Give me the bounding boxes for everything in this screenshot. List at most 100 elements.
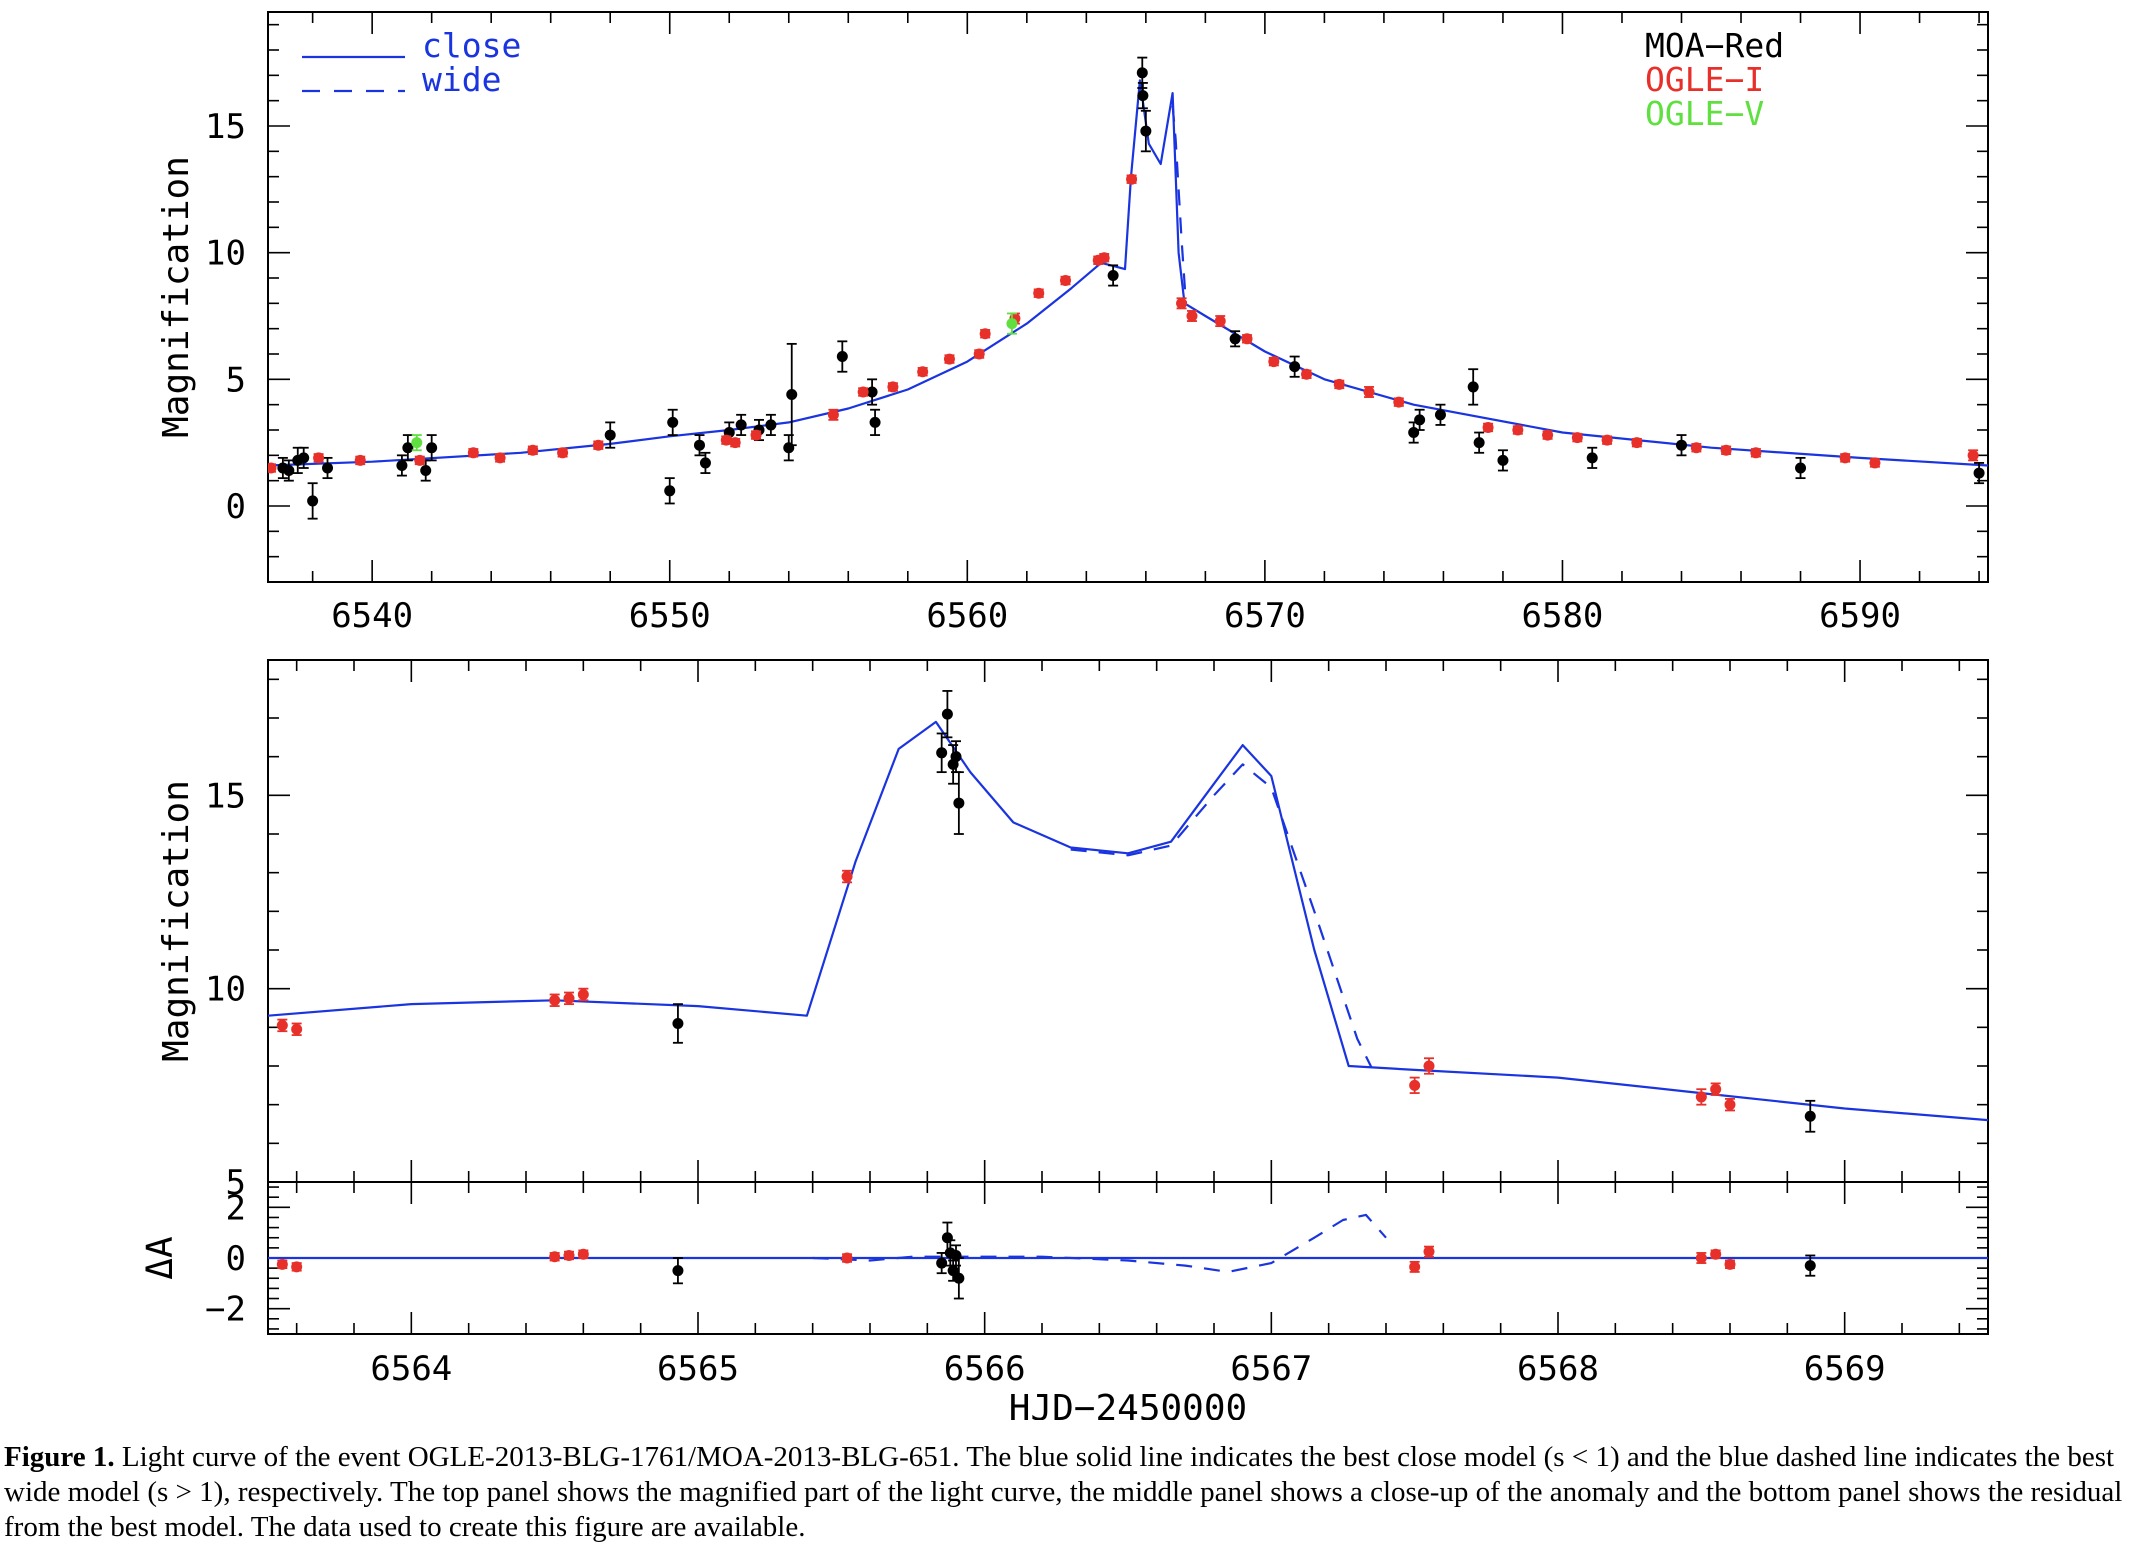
top-ogle-i-point — [1333, 378, 1345, 390]
bottom-x-tick-label: 6567 — [1230, 1349, 1312, 1389]
top-y-tick-label: 5 — [226, 360, 246, 400]
top-moa-red-point — [307, 482, 319, 520]
middle-moa-red-point — [672, 1003, 684, 1044]
bottom-ogle-i-point — [291, 1261, 303, 1273]
top-ogle-i-point — [1186, 310, 1198, 322]
bottom-y-tick-label: −2 — [205, 1290, 246, 1330]
bottom-x-tick-label: 6564 — [370, 1349, 452, 1389]
top-ogle-i-point — [268, 462, 277, 474]
x-axis-label: HJD−2450000 — [1009, 1388, 1247, 1420]
top-ogle-i-point — [1092, 254, 1104, 266]
top-moa-red-point — [1107, 264, 1119, 287]
bottom-ogle-i-point — [563, 1249, 575, 1261]
bottom-ogle-i-point — [549, 1251, 561, 1263]
bottom-ogle-i-point — [1695, 1252, 1707, 1264]
top-x-tick-label: 6560 — [926, 596, 1008, 636]
top-moa-red-point — [786, 342, 798, 447]
bottom-ogle-i-point — [841, 1252, 853, 1264]
top-moa-red-point — [1586, 446, 1598, 469]
legend-close-label: close — [422, 26, 521, 65]
model-legend: close wide — [302, 26, 521, 99]
top-moa-red-point — [1140, 109, 1152, 153]
middle-wide-model-line — [1070, 763, 1373, 1069]
top-moa-red-point — [735, 413, 747, 436]
top-ogle-i-point — [1214, 315, 1226, 328]
top-x-tick-label: 6580 — [1522, 596, 1604, 636]
top-ogle-i-point — [750, 429, 762, 441]
middle-ogle-i-point — [841, 869, 853, 884]
top-ogle-i-point — [494, 452, 506, 464]
top-ogle-i-point — [1631, 437, 1643, 449]
top-x-tick-label: 6540 — [331, 596, 413, 636]
middle-moa-red-point — [953, 771, 965, 835]
bottom-wide-model-line — [812, 1213, 1387, 1273]
residual-y-axis-label: ΔA — [140, 1236, 181, 1280]
top-ogle-i-point — [729, 437, 741, 449]
top-y-tick-label: 0 — [226, 487, 246, 527]
legend-ogle-v: OGLE−V — [1645, 94, 1764, 133]
middle-moa-red-point — [1804, 1099, 1816, 1133]
top-y-tick-label: 15 — [205, 107, 246, 147]
middle-ogle-i-point — [1409, 1076, 1421, 1094]
top-moa-red-point — [1795, 456, 1807, 480]
top-moa-red-point — [283, 459, 295, 482]
middle-y-tick-label: 15 — [205, 776, 246, 816]
middle-series-group — [268, 690, 1988, 1133]
middle-ogle-i-point — [563, 991, 575, 1006]
top-ogle-i-point — [1363, 386, 1375, 398]
top-ogle-i-point — [1967, 449, 1979, 462]
legend-ogle-i: OGLE−I — [1645, 60, 1764, 99]
top-moa-red-point — [869, 408, 881, 436]
top-ogle-i-point — [1098, 252, 1110, 264]
top-ogle-i-point — [1126, 173, 1138, 185]
bottom-series-group — [268, 1213, 1988, 1300]
top-moa-red-point — [1434, 403, 1446, 426]
top-ogle-i-point — [527, 444, 539, 456]
top-moa-red-point — [402, 434, 414, 462]
top-moa-red-point — [298, 446, 310, 469]
legend-moa-red: MOA−Red — [1645, 26, 1784, 65]
top-y-tick-label: 10 — [205, 234, 246, 274]
top-ogle-i-point — [1839, 452, 1851, 464]
bottom-ogle-i-point — [1409, 1260, 1421, 1273]
top-moa-red-point — [1973, 462, 1985, 485]
top-moa-red-point — [1467, 368, 1479, 406]
bottom-x-tick-label: 6568 — [1517, 1349, 1599, 1389]
bottom-moa-red-point — [672, 1257, 684, 1285]
middle-panel: 5 10 15 — [205, 659, 1989, 1203]
top-moa-red-point — [1289, 355, 1301, 378]
top-moa-red-point — [426, 434, 438, 462]
top-ogle-i-point — [1033, 287, 1045, 299]
middle-ogle-i-point — [276, 1018, 288, 1033]
bottom-moa-red-point — [953, 1257, 965, 1300]
middle-moa-red-point — [936, 732, 948, 774]
top-moa-red-point — [1229, 330, 1241, 348]
top-ogle-i-point — [1482, 421, 1494, 433]
top-moa-red-point — [1473, 431, 1485, 454]
top-moa-red-point — [396, 454, 408, 477]
top-ogle-i-point — [1176, 297, 1188, 310]
legend-wide-label: wide — [422, 60, 501, 99]
bottom-y-tick-label: 0 — [226, 1239, 246, 1279]
middle-ogle-i-point — [1695, 1088, 1707, 1106]
top-ogle-i-point — [887, 381, 899, 393]
top-moa-red-point — [1414, 408, 1426, 431]
residual-panel: 6564 6565 6566 6567 6568 6569 −2 0 2 — [205, 1181, 1989, 1389]
top-ogle-i-point — [467, 447, 479, 459]
bottom-x-tick-label: 6565 — [657, 1349, 739, 1389]
bottom-ogle-i-point — [1710, 1248, 1722, 1260]
top-ogle-i-point — [1869, 457, 1881, 469]
top-ogle-i-point — [1601, 434, 1613, 446]
top-ogle-i-point — [979, 328, 991, 340]
top-y-axis-label: Magnification — [156, 156, 197, 438]
light-curve-figure: 6540 6550 6560 6570 6580 6590 0 5 10 15 5 10 15 656… — [140, 11, 1989, 1420]
middle-y-tick-label: 10 — [205, 970, 246, 1010]
top-ogle-i-point — [313, 452, 325, 464]
top-ogle-i-point — [557, 447, 569, 459]
middle-close-model-line — [268, 720, 1988, 1122]
top-ogle-i-point — [720, 434, 732, 446]
top-moa-red-point — [667, 408, 679, 436]
top-ogle-i-point — [1571, 432, 1583, 444]
top-ogle-i-point — [917, 366, 929, 378]
middle-ogle-i-point — [291, 1022, 303, 1036]
